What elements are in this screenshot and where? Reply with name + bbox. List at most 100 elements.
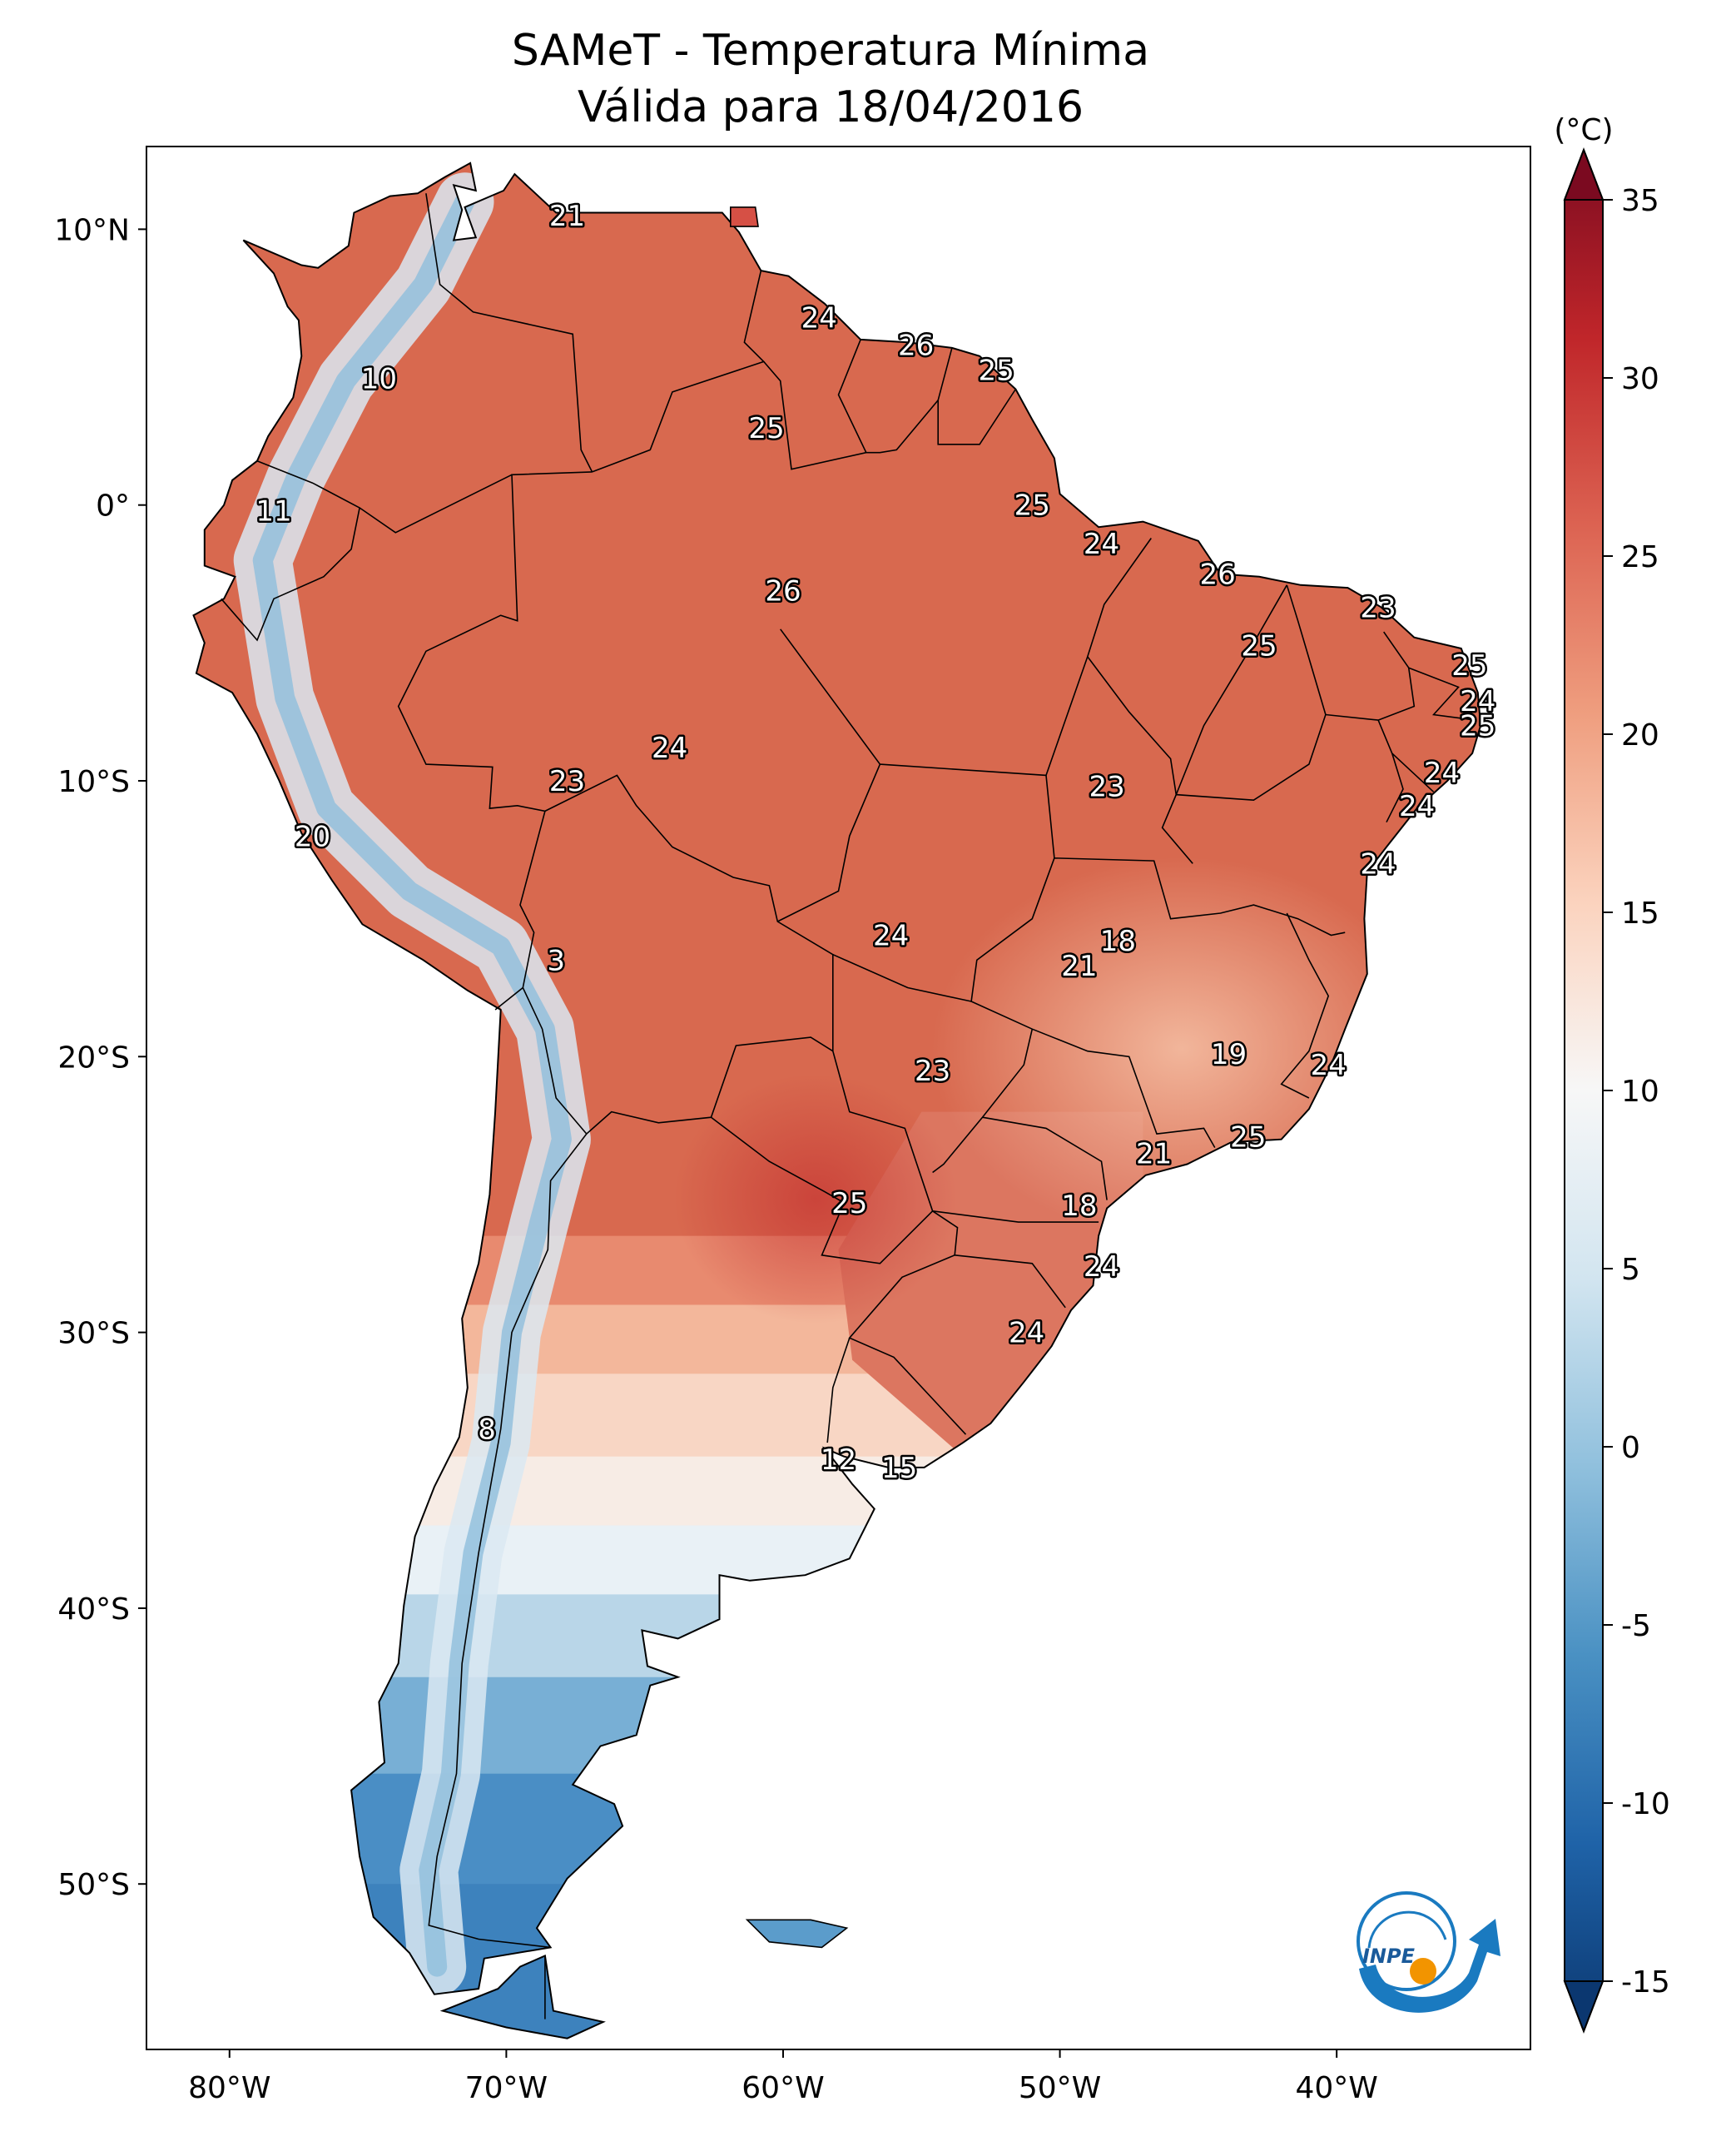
station-value: 25 xyxy=(1241,630,1277,663)
colorbar-tick-label: -15 xyxy=(1621,1965,1670,2000)
colorbar-tick-label: 30 xyxy=(1621,362,1659,396)
y-tick-label: 50°S xyxy=(57,1868,130,1902)
station-value: 24 xyxy=(873,920,909,953)
border-line xyxy=(982,1116,1108,1200)
colorbar-tick-label: 5 xyxy=(1621,1253,1640,1287)
station-value: 24 xyxy=(1009,1317,1044,1350)
station-value: 21 xyxy=(549,200,585,233)
station-value: 25 xyxy=(1014,489,1050,523)
logo-dot xyxy=(1410,1958,1436,1985)
station-value: 21 xyxy=(1136,1137,1172,1170)
border-line xyxy=(1408,667,1476,721)
border-line xyxy=(932,1210,1099,1223)
falklands-island xyxy=(745,1919,849,1949)
colorbar-tick-label: 10 xyxy=(1621,1075,1659,1109)
colorbar-tick-label: 35 xyxy=(1621,184,1659,218)
station-value: 18 xyxy=(1061,1190,1097,1223)
station-value: 25 xyxy=(1230,1120,1266,1154)
x-tick-label: 40°W xyxy=(1295,2071,1377,2105)
colorbar-tick-label: -5 xyxy=(1621,1609,1651,1643)
border-line xyxy=(826,1337,851,1443)
map-title-line1: SAMeT - Temperatura Mínima xyxy=(512,26,1149,76)
colorbar-tick-label: 25 xyxy=(1621,540,1659,574)
station-value: 26 xyxy=(1200,559,1236,592)
station-value: 24 xyxy=(1360,847,1396,881)
station-value: 24 xyxy=(1399,790,1435,823)
colorbar-tick-label: 15 xyxy=(1621,897,1659,931)
border-line xyxy=(1325,631,1416,721)
y-tick-label: 10°N xyxy=(54,213,130,247)
station-value: 26 xyxy=(765,574,801,608)
station-value: 24 xyxy=(1084,528,1119,561)
andes-cold-core xyxy=(252,191,572,1977)
warm-core-paraguay xyxy=(674,1074,957,1324)
station-value: 24 xyxy=(1311,1049,1347,1082)
station-value: 10 xyxy=(361,362,397,395)
border-line xyxy=(359,474,513,534)
border-line xyxy=(494,811,546,1011)
border-line xyxy=(937,389,1017,445)
border-line xyxy=(522,987,834,1135)
station-value: 23 xyxy=(1360,591,1396,624)
border-line xyxy=(1087,656,1193,864)
x-tick-label: 60°W xyxy=(742,2071,824,2105)
border-line xyxy=(1386,753,1404,823)
station-value: 23 xyxy=(915,1055,950,1088)
border-line xyxy=(970,857,1216,1148)
political-borders xyxy=(221,193,1476,2019)
station-value: 23 xyxy=(1089,771,1124,804)
station-value: 24 xyxy=(1424,757,1460,790)
station-value: 25 xyxy=(1451,649,1487,683)
logo-text: INPE xyxy=(1362,1945,1416,1968)
border-line xyxy=(397,471,967,1435)
border-line xyxy=(1105,931,1133,950)
colorbar-unit: (°C) xyxy=(1554,113,1613,147)
inpe-logo: INPE xyxy=(1357,1891,1500,2013)
colorbar-ticks: 35 30 25 20 15 10 5 0 -5 -10 -15 xyxy=(1621,184,1670,2000)
station-value: 3 xyxy=(547,944,565,977)
border-line xyxy=(780,628,1346,936)
border-line xyxy=(1280,912,1330,1099)
logo-ring xyxy=(1357,1891,1456,1991)
station-value: 24 xyxy=(801,301,837,335)
colorbar-min-extend xyxy=(1563,1980,1605,2034)
map-title-line2: Válida para 18/04/2016 xyxy=(578,82,1084,132)
colorbar-max-extend xyxy=(1563,147,1605,201)
border-line xyxy=(832,953,972,1002)
logo-arc xyxy=(1367,1910,1447,1949)
x-tick-label: 80°W xyxy=(188,2071,270,2105)
station-value: 12 xyxy=(821,1443,856,1477)
station-value: 21 xyxy=(1061,950,1097,983)
y-tick-label: 30°S xyxy=(57,1317,130,1351)
border-line xyxy=(1175,584,1327,802)
station-value: 26 xyxy=(898,330,934,363)
islands xyxy=(730,206,849,1949)
border-line xyxy=(428,1133,588,1949)
logo-swoosh xyxy=(1359,1919,1500,2013)
station-value: 18 xyxy=(1100,925,1136,958)
station-value: 8 xyxy=(478,1413,496,1447)
station-value: 24 xyxy=(652,732,687,765)
y-tick-label: 0° xyxy=(96,489,130,524)
station-value: 24 xyxy=(1460,685,1495,718)
station-value: 15 xyxy=(881,1452,917,1485)
colorbar: (°C) 35 30 25 20 15 10 5 0 -5 -10 -15 xyxy=(1554,113,1670,2034)
x-tick-label: 70°W xyxy=(465,2071,548,2105)
station-value: 23 xyxy=(549,765,585,798)
station-value: 25 xyxy=(1460,710,1495,743)
station-value: 25 xyxy=(831,1187,867,1220)
station-value: 20 xyxy=(295,820,330,853)
colorbar-gradient xyxy=(1564,147,1604,2034)
border-line xyxy=(776,763,881,922)
station-value: 11 xyxy=(255,494,291,528)
station-value: 25 xyxy=(978,354,1014,387)
border-line xyxy=(1045,538,1152,776)
y-tick-label: 20°S xyxy=(57,1041,130,1075)
border-line xyxy=(955,1254,1066,1309)
y-tick-label: 10°S xyxy=(57,765,130,799)
x-axis: 80°W 70°W 60°W 50°W 40°W xyxy=(188,2071,1378,2105)
border-line xyxy=(711,1116,934,1264)
